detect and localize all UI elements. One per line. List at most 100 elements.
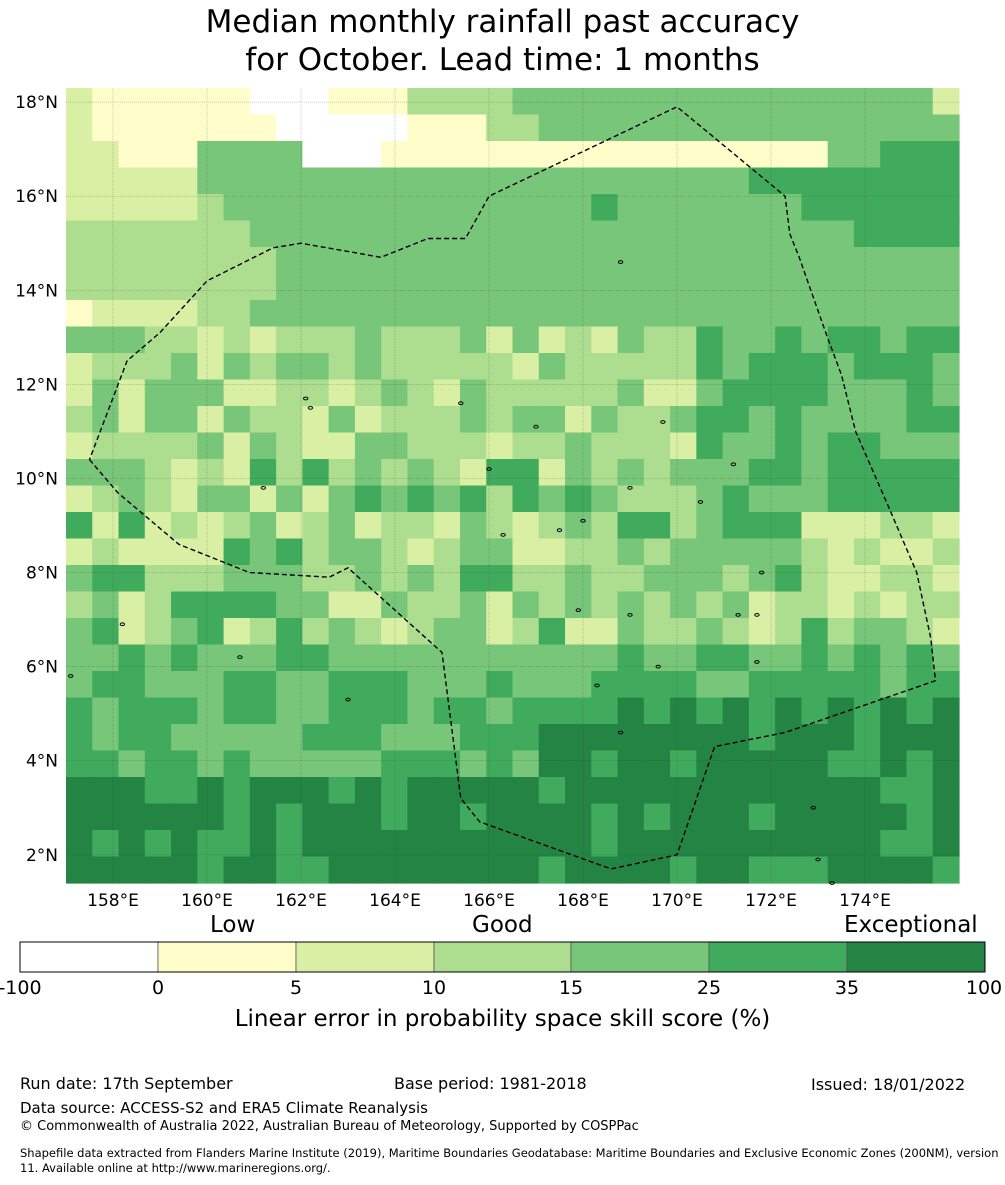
grid-cell — [486, 485, 514, 513]
grid-cell — [617, 644, 645, 672]
grid-cell — [906, 194, 934, 222]
grid-cell — [328, 194, 356, 222]
grid-cell — [459, 432, 487, 460]
grid-cell — [302, 379, 330, 407]
grid-cell — [381, 273, 409, 301]
grid-cell — [486, 591, 514, 619]
grid-cell — [801, 644, 829, 672]
grid-cell — [538, 167, 566, 195]
grid-cell — [827, 724, 855, 752]
grid-cell — [801, 538, 829, 566]
shapefile-credit: Shapefile data extracted from Flanders M… — [20, 1146, 999, 1175]
grid-cell — [538, 194, 566, 222]
grid-cell — [512, 697, 540, 725]
grid-cell — [906, 406, 934, 434]
grid-cell — [433, 697, 461, 725]
grid-cell — [801, 565, 829, 593]
grid-cell — [827, 618, 855, 646]
grid-cell — [381, 671, 409, 699]
grid-cell — [276, 724, 303, 752]
grid-cell — [617, 220, 645, 248]
grid-cell — [853, 459, 881, 487]
grid-cell — [276, 697, 303, 725]
grid-cell — [932, 326, 960, 354]
grid-cell — [302, 220, 330, 248]
grid-cell — [880, 777, 908, 805]
grid-cell — [328, 565, 356, 593]
grid-cell — [197, 167, 225, 195]
grid-cell — [381, 803, 409, 831]
grid-cell — [171, 856, 198, 884]
grid-cell — [775, 538, 803, 566]
grid-cell — [171, 300, 198, 328]
grid-cell — [171, 406, 198, 434]
grid-cell — [354, 671, 382, 699]
grid-cell — [538, 247, 566, 275]
grid-cell — [92, 565, 120, 593]
grid-cell — [92, 803, 120, 831]
grid-cell — [617, 432, 645, 460]
grid-cell — [459, 856, 487, 884]
grid-cell — [827, 591, 855, 619]
grid-cell — [381, 644, 409, 672]
grid-cell — [591, 406, 619, 434]
grid-cell — [538, 88, 566, 116]
grid-cell — [92, 750, 120, 778]
grid-cell — [249, 671, 277, 699]
grid-cell — [748, 167, 776, 195]
grid-cell — [381, 777, 409, 805]
issued-date: Issued: 18/01/2022 — [811, 1075, 966, 1094]
grid-cell — [171, 512, 198, 540]
grid-cell — [197, 247, 225, 275]
grid-cell — [197, 724, 225, 752]
map-title-line-2: for October. Lead time: 1 months — [245, 42, 760, 78]
grid-cell — [932, 512, 960, 540]
grid-cell — [459, 406, 487, 434]
grid-cell — [249, 750, 277, 778]
grid-cell — [565, 406, 592, 434]
grid-cell — [853, 485, 881, 513]
grid-cell — [171, 777, 198, 805]
island-outline — [575, 608, 581, 613]
grid-cell — [328, 485, 356, 513]
grid-cell — [328, 750, 356, 778]
grid-cell — [906, 114, 934, 142]
grid-cell — [538, 856, 566, 884]
grid-cell — [512, 273, 540, 301]
colorbar-swatch — [433, 941, 572, 973]
grid-cell — [276, 777, 303, 805]
grid-cell — [670, 697, 697, 725]
grid-cell — [328, 432, 356, 460]
grid-cell — [249, 114, 277, 142]
grid-cell — [853, 432, 881, 460]
grid-cell — [670, 565, 697, 593]
grid-cell — [696, 565, 724, 593]
grid-cell — [932, 671, 960, 699]
grid-cell — [328, 512, 356, 540]
grid-cell — [66, 671, 93, 699]
grid-cell — [486, 724, 514, 752]
grid-cell — [853, 538, 881, 566]
grid-cell — [66, 538, 93, 566]
grid-cell — [459, 750, 487, 778]
grid-cell — [880, 591, 908, 619]
grid-cell — [144, 141, 172, 169]
grid-cell — [249, 300, 277, 328]
grid-cell — [775, 459, 803, 487]
grid-cell — [801, 671, 829, 699]
grid-cell — [853, 512, 881, 540]
grid-cell — [249, 697, 277, 725]
grid-cell — [696, 300, 724, 328]
grid-cell — [748, 485, 776, 513]
grid-cell — [223, 750, 251, 778]
grid-cell — [144, 591, 172, 619]
grid-cell — [92, 618, 120, 646]
grid-cell — [538, 379, 566, 407]
grid-cell — [486, 141, 514, 169]
grid-cell — [591, 247, 619, 275]
grid-cell — [486, 220, 514, 248]
grid-cell — [66, 724, 93, 752]
grid-cell — [249, 247, 277, 275]
grid-cell — [328, 644, 356, 672]
grid-cell — [433, 644, 461, 672]
